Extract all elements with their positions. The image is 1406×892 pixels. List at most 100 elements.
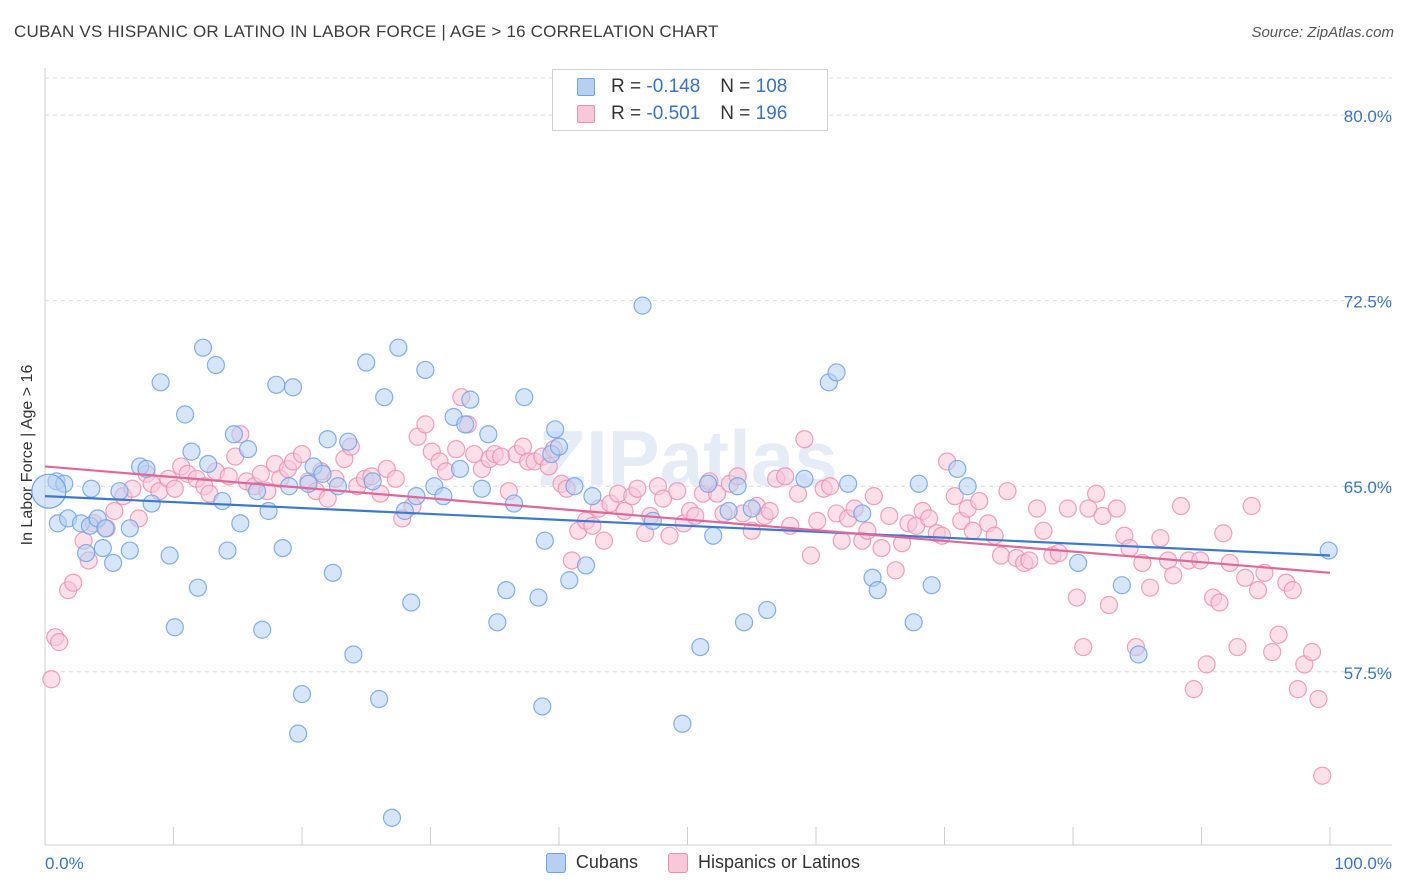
cubans-point <box>231 514 250 533</box>
cubans-point <box>1112 576 1131 595</box>
hispanics-point <box>872 538 891 558</box>
cubans-point <box>643 511 662 530</box>
hispanics-point <box>1034 521 1053 540</box>
hispanics-point <box>1120 538 1139 558</box>
hispanics-point <box>105 501 124 521</box>
hispanics-point <box>858 521 877 540</box>
cubans-points <box>31 296 1338 827</box>
cubans-point <box>247 482 267 501</box>
watermark: ZIPatlas <box>538 414 837 502</box>
hispanics-point <box>1309 689 1328 709</box>
hispanics-point <box>1288 680 1307 699</box>
hispanics-point <box>945 487 964 506</box>
cubans-point <box>529 588 548 607</box>
hispanics-point <box>991 546 1011 565</box>
cubans-point <box>289 724 308 743</box>
cubans-legend-swatch <box>545 852 566 873</box>
hispanics-point <box>1220 553 1239 573</box>
hispanics-point <box>165 479 184 498</box>
cubans-trend-line <box>44 495 1331 557</box>
cubans-point <box>1129 645 1148 664</box>
hispanics-legend-swatch <box>667 852 688 873</box>
cubans-point <box>151 373 170 392</box>
cubans-point <box>382 808 402 827</box>
y-tick-label: 65.0% <box>1344 478 1392 497</box>
cubans-point <box>31 473 67 509</box>
cubans-point <box>546 420 565 439</box>
cubans-point <box>292 684 312 704</box>
cubans-point <box>456 415 475 434</box>
hispanics-point <box>1236 568 1255 587</box>
cubans-point <box>434 487 453 506</box>
chart-title: CUBAN VS HISPANIC OR LATINO IN LABOR FOR… <box>14 22 719 41</box>
hispanics-point <box>742 521 761 540</box>
hispanics-point <box>1107 499 1126 518</box>
legend-r-value: -0.148 <box>646 76 701 97</box>
cubans-point <box>504 494 524 513</box>
hispanics-point <box>760 501 779 521</box>
cubans-point <box>758 600 777 620</box>
hispanics-point <box>42 670 61 689</box>
cubans-point <box>357 353 376 372</box>
cubans-point <box>267 375 286 394</box>
legend-n-value: 108 <box>755 76 788 97</box>
cubans-point <box>218 541 237 560</box>
chart-source: Source: ZipAtlas.com <box>1251 24 1394 41</box>
cubans-point <box>120 541 139 560</box>
legend-item-cubans[interactable]: Cubans <box>545 852 638 873</box>
cubans-point <box>795 469 814 488</box>
cubans-point <box>472 479 491 498</box>
cubans-point <box>389 338 408 357</box>
hispanics-point <box>808 511 827 530</box>
hispanics-point <box>864 487 883 506</box>
cubans-point <box>402 593 421 612</box>
trend-lines <box>44 465 1331 574</box>
hispanics-point <box>1248 581 1268 600</box>
hispanics-point <box>1197 655 1216 674</box>
hispanics-point <box>416 415 435 434</box>
cubans-point <box>206 355 226 375</box>
hispanics-point <box>64 573 83 592</box>
x-tick-label: 0.0% <box>45 854 84 873</box>
cubans-point <box>160 546 179 565</box>
hispanics-point <box>50 633 69 652</box>
cubans-point <box>273 538 292 558</box>
cubans-point <box>461 390 480 409</box>
cubans-point <box>450 459 470 479</box>
hispanics-point <box>1093 506 1112 526</box>
hispanics-point <box>1214 524 1233 543</box>
cubans-point <box>318 430 337 449</box>
cubans-point <box>199 454 218 474</box>
y-tick-label: 72.5% <box>1344 293 1392 312</box>
legend-item-hispanics[interactable]: Hispanics or Latinos <box>667 852 861 873</box>
cubans-point <box>742 499 761 518</box>
axes <box>44 68 1392 846</box>
legend-row-hispanics: R = -0.501 N = 196 <box>577 102 787 126</box>
hispanics-point <box>998 482 1017 501</box>
legend-r-label: R = <box>611 103 642 124</box>
cubans-point <box>344 645 363 664</box>
hispanics-point <box>1020 551 1039 570</box>
cubans-point <box>188 578 208 597</box>
hispanics-point <box>447 440 466 459</box>
hispanics-point <box>628 479 647 498</box>
hispanics-point <box>251 464 270 483</box>
cubans-point <box>82 479 101 498</box>
legend-item-label: Hispanics or Latinos <box>697 852 861 872</box>
hispanics-point <box>1140 578 1160 597</box>
hispanics-point <box>660 526 679 545</box>
hispanics-point <box>686 506 705 526</box>
cubans-point <box>533 697 552 716</box>
cubans-point <box>142 494 161 513</box>
hispanics-point <box>1151 529 1170 548</box>
cubans-point <box>560 571 579 590</box>
legend-row-cubans: R = -0.148 N = 108 <box>577 75 787 99</box>
cubans-point <box>370 689 389 709</box>
cubans-point <box>576 556 596 575</box>
hispanics-point <box>492 447 511 466</box>
cubans-point <box>728 477 747 496</box>
hispanics-point <box>970 491 989 511</box>
legend-n-value: 196 <box>755 103 788 124</box>
series-legend: Cubans Hispanics or Latinos <box>0 852 1406 873</box>
